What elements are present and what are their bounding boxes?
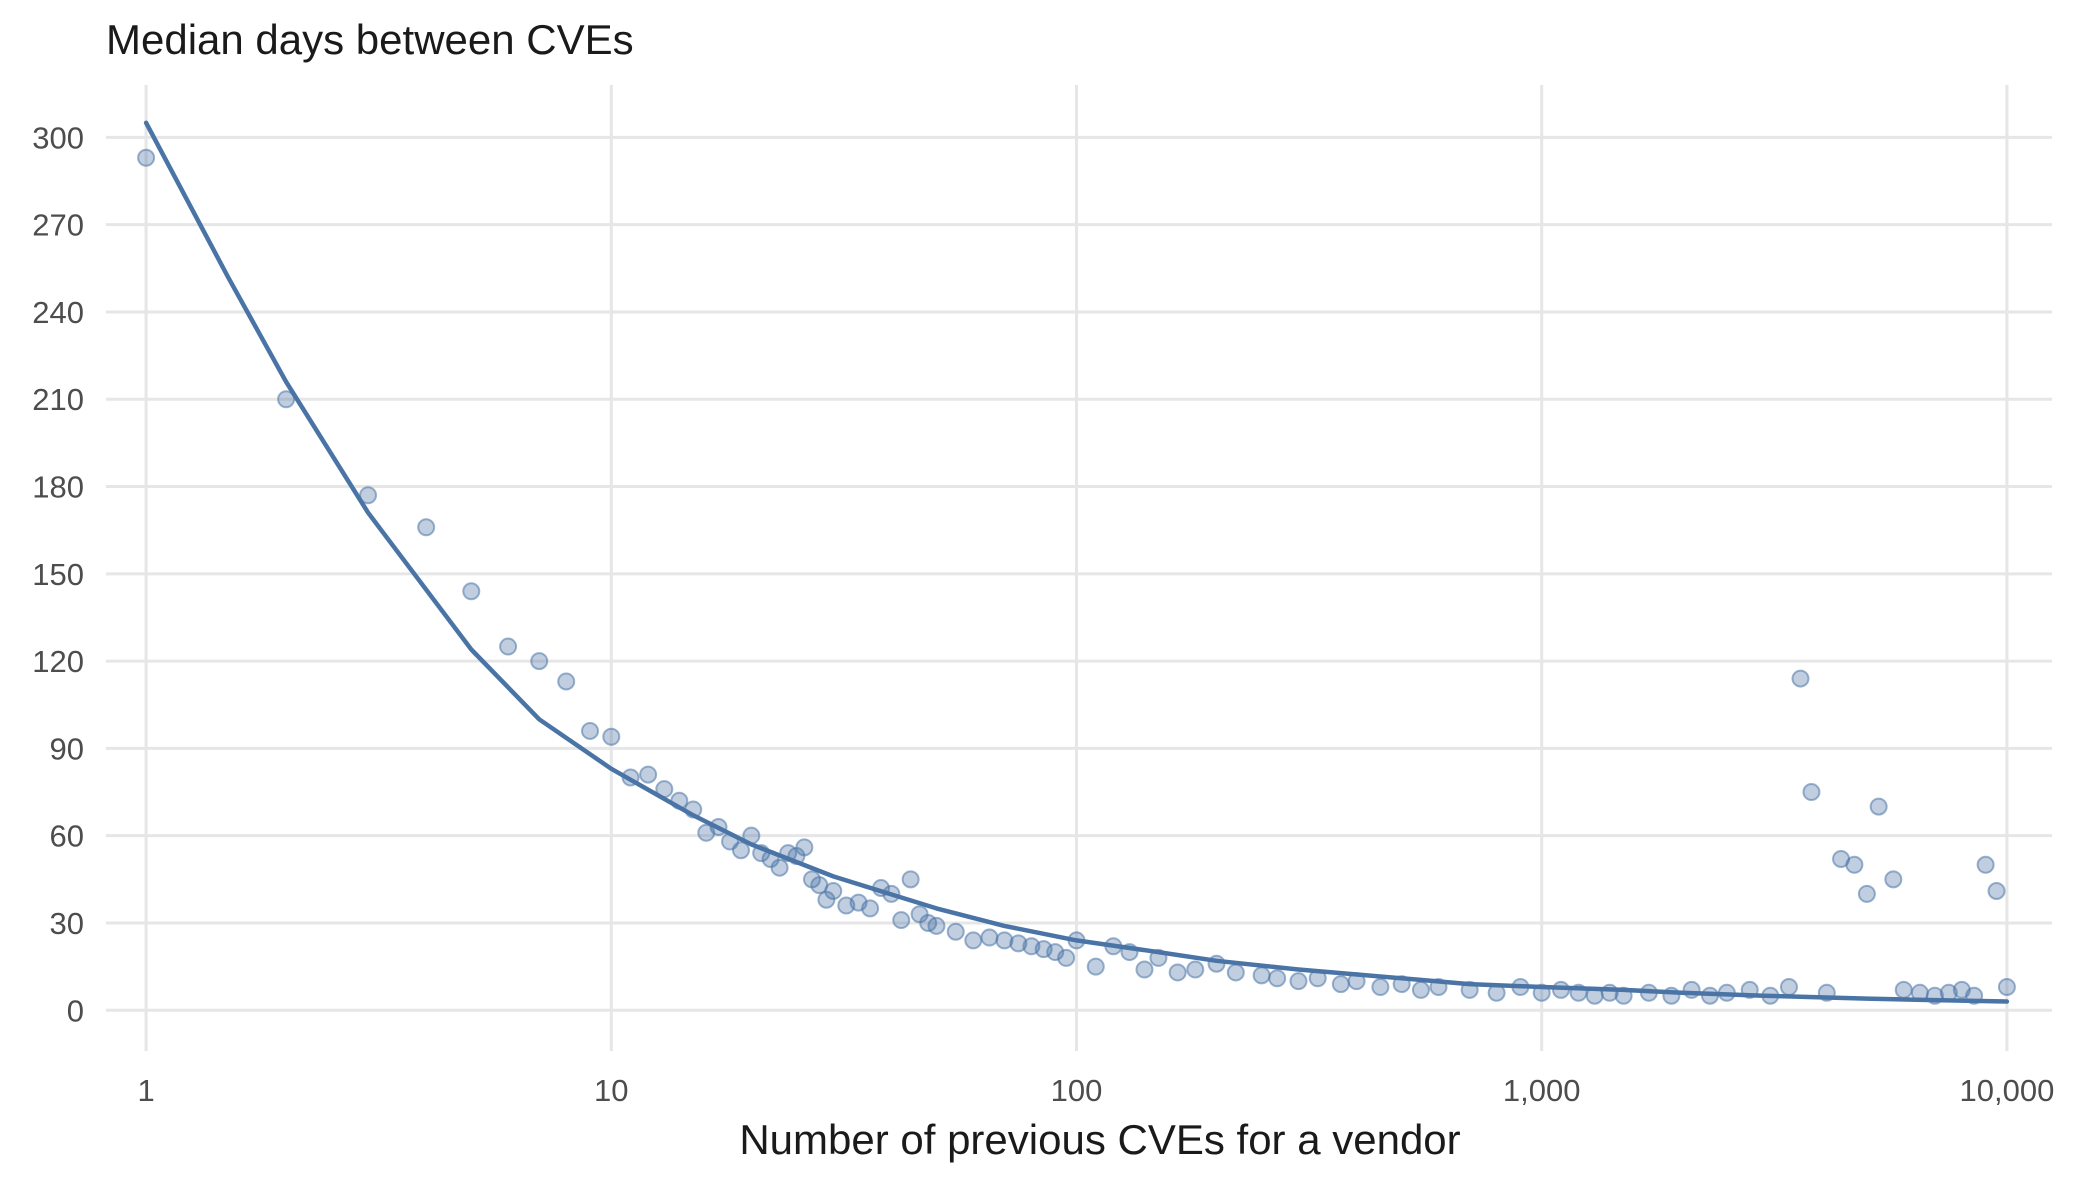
data-point: [1997, 977, 2016, 996]
data-point: [1289, 972, 1308, 991]
y-tick-label: 210: [32, 382, 84, 417]
data-point: [1869, 797, 1888, 816]
data-point: [1779, 977, 1798, 996]
y-tick-label: 60: [50, 819, 84, 854]
data-point: [1186, 960, 1205, 979]
fit-line: [143, 120, 2010, 1004]
data-point: [1331, 975, 1350, 994]
y-tick-label: 0: [67, 993, 84, 1028]
y-tick-label: 150: [32, 557, 84, 592]
y-tick-label: 300: [32, 120, 84, 155]
data-point: [1371, 977, 1390, 996]
data-point: [639, 765, 658, 784]
data-point: [927, 916, 946, 935]
data-point: [417, 518, 436, 537]
data-point: [770, 858, 789, 877]
data-point: [1857, 884, 1876, 903]
x-tick-label: 10,000: [1960, 1073, 2055, 1108]
y-tick-label: 30: [50, 906, 84, 941]
y-tick-label: 180: [32, 470, 84, 505]
data-point: [1009, 934, 1028, 953]
data-point: [824, 881, 843, 900]
data-point: [1884, 870, 1903, 889]
data-point: [1987, 881, 2006, 900]
data-point: [557, 672, 576, 691]
data-point: [462, 582, 481, 601]
data-point: [137, 148, 156, 167]
data-point: [892, 911, 911, 930]
y-tick-label: 240: [32, 295, 84, 330]
data-point: [1168, 963, 1187, 982]
data-point: [1057, 948, 1076, 967]
y-tick-label: 270: [32, 208, 84, 243]
data-point: [1268, 969, 1287, 988]
data-point: [1976, 855, 1995, 874]
data-point: [946, 922, 965, 941]
data-point: [1894, 980, 1913, 999]
data-point: [995, 931, 1014, 950]
data-point: [901, 870, 920, 889]
x-axis-ticks: 1 10 100 1,000 10,000: [137, 1073, 2054, 1108]
data-point: [1411, 980, 1430, 999]
x-tick-label: 1: [137, 1073, 154, 1108]
data-point: [861, 899, 880, 918]
data-point: [530, 652, 549, 671]
plot-title: Median days between CVEs: [106, 16, 634, 63]
data-point: [731, 841, 750, 860]
data-point: [1791, 669, 1810, 688]
x-tick-label: 10: [594, 1073, 628, 1108]
data-point: [499, 637, 518, 656]
fit-line-group: [143, 120, 2010, 1004]
data-point: [359, 486, 378, 505]
data-point: [1226, 963, 1245, 982]
data-point: [795, 838, 814, 857]
data-point: [1802, 783, 1821, 802]
data-point: [1252, 966, 1271, 985]
data-point: [1086, 957, 1105, 976]
x-tick-label: 100: [1051, 1073, 1103, 1108]
data-point: [964, 931, 983, 950]
data-point: [277, 390, 296, 409]
y-tick-label: 90: [50, 731, 84, 766]
y-axis-ticks: 0 30 60 90 120 150 180 210 240 270 300: [32, 120, 84, 1028]
data-point: [1135, 960, 1154, 979]
data-point: [602, 727, 621, 746]
data-point: [1845, 855, 1864, 874]
x-tick-label: 1,000: [1503, 1073, 1581, 1108]
data-point: [980, 928, 999, 947]
y-tick-label: 120: [32, 644, 84, 679]
grid: [106, 85, 2052, 1051]
x-axis-title: Number of previous CVEs for a vendor: [739, 1116, 1460, 1163]
data-point: [581, 721, 600, 740]
